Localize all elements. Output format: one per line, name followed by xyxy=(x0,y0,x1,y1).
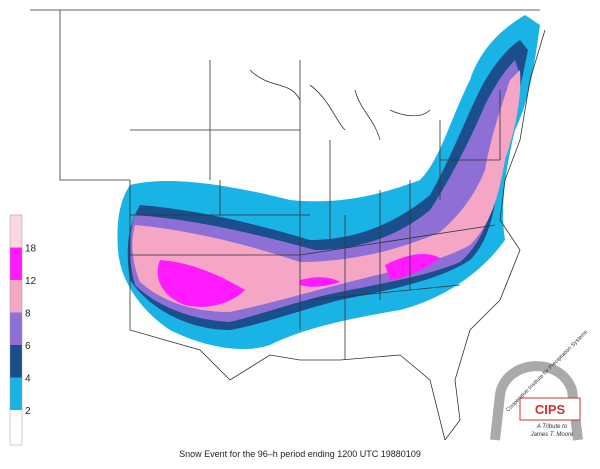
logo-name: CIPS xyxy=(535,402,566,417)
legend-swatch xyxy=(10,280,22,313)
legend-label: 4 xyxy=(25,374,31,385)
logo-arch xyxy=(490,361,583,441)
legend-label: 8 xyxy=(25,309,31,320)
legend-swatch xyxy=(10,215,22,248)
legend-frame xyxy=(9,214,23,446)
legend-swatch xyxy=(10,312,22,345)
band-12-18 xyxy=(157,254,441,307)
band-8-12 xyxy=(132,70,521,312)
legend-label: 6 xyxy=(25,341,31,352)
legend-swatch xyxy=(10,410,22,445)
logo-tribute: A Tribute to xyxy=(536,424,568,430)
snow-bands xyxy=(117,15,540,350)
legend-swatch xyxy=(10,345,22,378)
logo-person: James T. Moore xyxy=(530,432,574,438)
boundaries xyxy=(30,9,546,441)
legend-swatch xyxy=(10,247,22,280)
logo-box xyxy=(519,397,581,421)
caption: Snow Event for the 96–h period ending 12… xyxy=(179,449,421,459)
legend-label: 18 xyxy=(25,244,37,255)
legend-label: 12 xyxy=(25,276,37,287)
legend-label: 2 xyxy=(25,406,31,417)
legend-swatch xyxy=(10,377,22,410)
legend: 2 4 6 8 12 18 xyxy=(9,214,37,446)
